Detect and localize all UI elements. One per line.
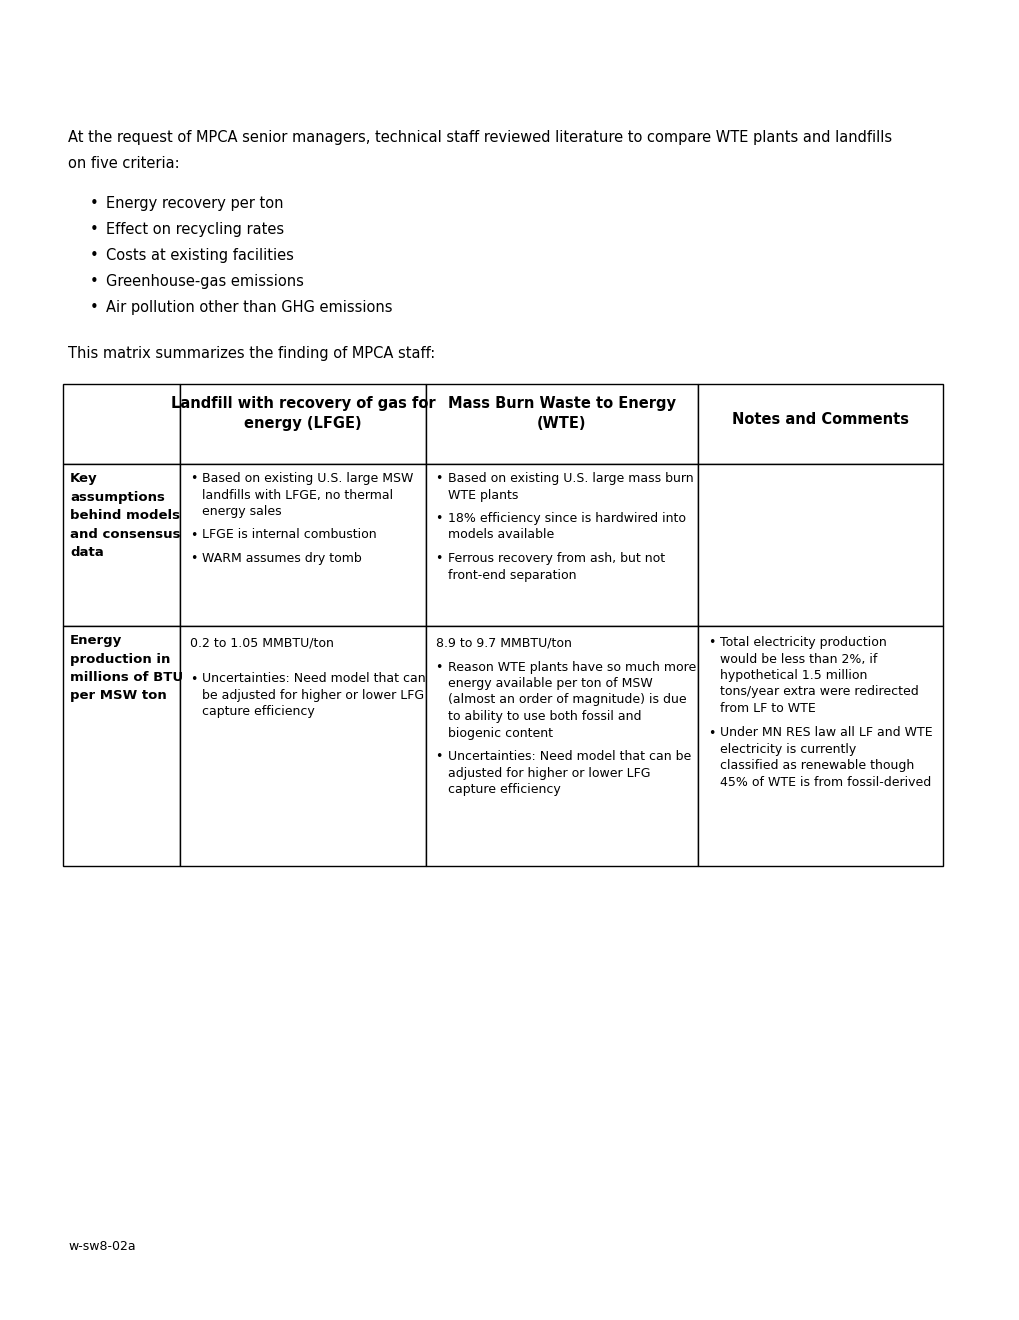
Text: WARM assumes dry tomb: WARM assumes dry tomb [202, 552, 362, 565]
Text: Energy
production in
millions of BTU
per MSW ton: Energy production in millions of BTU per… [70, 634, 183, 702]
Text: on five criteria:: on five criteria: [68, 156, 179, 172]
Text: •: • [90, 275, 99, 289]
Bar [697, 626, 943, 866]
Text: Mass Burn Waste to Energy
(WTE): Mass Burn Waste to Energy (WTE) [447, 396, 676, 432]
Bar [697, 384, 943, 465]
Text: •: • [90, 195, 99, 211]
Text: energy sales: energy sales [202, 506, 281, 517]
Text: WTE plants: WTE plants [447, 488, 518, 502]
Text: Reason WTE plants have so much more: Reason WTE plants have so much more [447, 660, 695, 673]
Text: •: • [435, 512, 442, 525]
Text: be adjusted for higher or lower LFG: be adjusted for higher or lower LFG [202, 689, 424, 702]
Text: Costs at existing facilities: Costs at existing facilities [106, 248, 293, 263]
Text: 18% efficiency since is hardwired into: 18% efficiency since is hardwired into [447, 512, 685, 525]
Text: Energy recovery per ton: Energy recovery per ton [106, 195, 283, 211]
Text: Uncertainties: Need model that can be: Uncertainties: Need model that can be [447, 750, 690, 763]
Text: models available: models available [447, 528, 553, 541]
Text: adjusted for higher or lower LFG: adjusted for higher or lower LFG [447, 767, 649, 780]
Text: Air pollution other than GHG emissions: Air pollution other than GHG emissions [106, 300, 392, 315]
Bar [697, 465, 943, 626]
Bar [425, 626, 697, 866]
Text: electricity is currently: electricity is currently [719, 743, 855, 756]
Text: •: • [707, 636, 714, 649]
Text: Under MN RES law all LF and WTE: Under MN RES law all LF and WTE [719, 726, 931, 739]
Text: Based on existing U.S. large MSW: Based on existing U.S. large MSW [202, 473, 414, 484]
Text: Uncertainties: Need model that can: Uncertainties: Need model that can [202, 672, 426, 685]
Text: classified as renewable though: classified as renewable though [719, 759, 913, 772]
Text: 45% of WTE is from fossil-derived: 45% of WTE is from fossil-derived [719, 776, 930, 789]
Bar [180, 626, 425, 866]
Text: capture efficiency: capture efficiency [447, 783, 559, 796]
Text: from LF to WTE: from LF to WTE [719, 702, 815, 715]
Text: front-end separation: front-end separation [447, 569, 576, 582]
Bar [425, 465, 697, 626]
Text: to ability to use both fossil and: to ability to use both fossil and [447, 710, 641, 723]
Text: tons/year extra were redirected: tons/year extra were redirected [719, 685, 918, 698]
Bar [180, 384, 425, 465]
Text: At the request of MPCA senior managers, technical staff reviewed literature to c: At the request of MPCA senior managers, … [68, 129, 892, 145]
Text: energy available per ton of MSW: energy available per ton of MSW [447, 677, 652, 690]
Text: Landfill with recovery of gas for
energy (LFGE): Landfill with recovery of gas for energy… [170, 396, 435, 432]
Text: •: • [707, 726, 714, 739]
Text: hypothetical 1.5 million: hypothetical 1.5 million [719, 669, 866, 682]
Text: •: • [191, 528, 198, 541]
Text: biogenic content: biogenic content [447, 726, 552, 739]
Text: Based on existing U.S. large mass burn: Based on existing U.S. large mass burn [447, 473, 693, 484]
Text: Total electricity production: Total electricity production [719, 636, 886, 649]
Bar [425, 384, 697, 465]
Text: •: • [191, 473, 198, 484]
Text: 8.9 to 9.7 MMBTU/ton: 8.9 to 9.7 MMBTU/ton [435, 636, 571, 649]
Text: Notes and Comments: Notes and Comments [732, 412, 908, 426]
Text: •: • [90, 248, 99, 263]
Bar [180, 465, 425, 626]
Text: Key
assumptions
behind models
and consensus
data: Key assumptions behind models and consen… [70, 473, 180, 558]
Bar [63, 465, 180, 626]
Text: •: • [90, 222, 99, 238]
Text: •: • [435, 660, 442, 673]
Text: landfills with LFGE, no thermal: landfills with LFGE, no thermal [202, 488, 393, 502]
Text: (almost an order of magnitude) is due: (almost an order of magnitude) is due [447, 693, 686, 706]
Text: Greenhouse-gas emissions: Greenhouse-gas emissions [106, 275, 304, 289]
Text: LFGE is internal combustion: LFGE is internal combustion [202, 528, 376, 541]
Text: •: • [435, 750, 442, 763]
Text: Ferrous recovery from ash, but not: Ferrous recovery from ash, but not [447, 552, 664, 565]
Text: •: • [90, 300, 99, 315]
Text: Effect on recycling rates: Effect on recycling rates [106, 222, 284, 238]
Text: would be less than 2%, if: would be less than 2%, if [719, 652, 876, 665]
Text: •: • [191, 672, 198, 685]
Bar [63, 384, 180, 465]
Text: •: • [435, 473, 442, 484]
Text: 0.2 to 1.05 MMBTU/ton: 0.2 to 1.05 MMBTU/ton [191, 636, 334, 649]
Text: w-sw8-02a: w-sw8-02a [68, 1239, 136, 1253]
Text: •: • [435, 552, 442, 565]
Bar [63, 626, 180, 866]
Text: capture efficiency: capture efficiency [202, 705, 315, 718]
Text: This matrix summarizes the finding of MPCA staff:: This matrix summarizes the finding of MP… [68, 346, 435, 360]
Text: •: • [191, 552, 198, 565]
